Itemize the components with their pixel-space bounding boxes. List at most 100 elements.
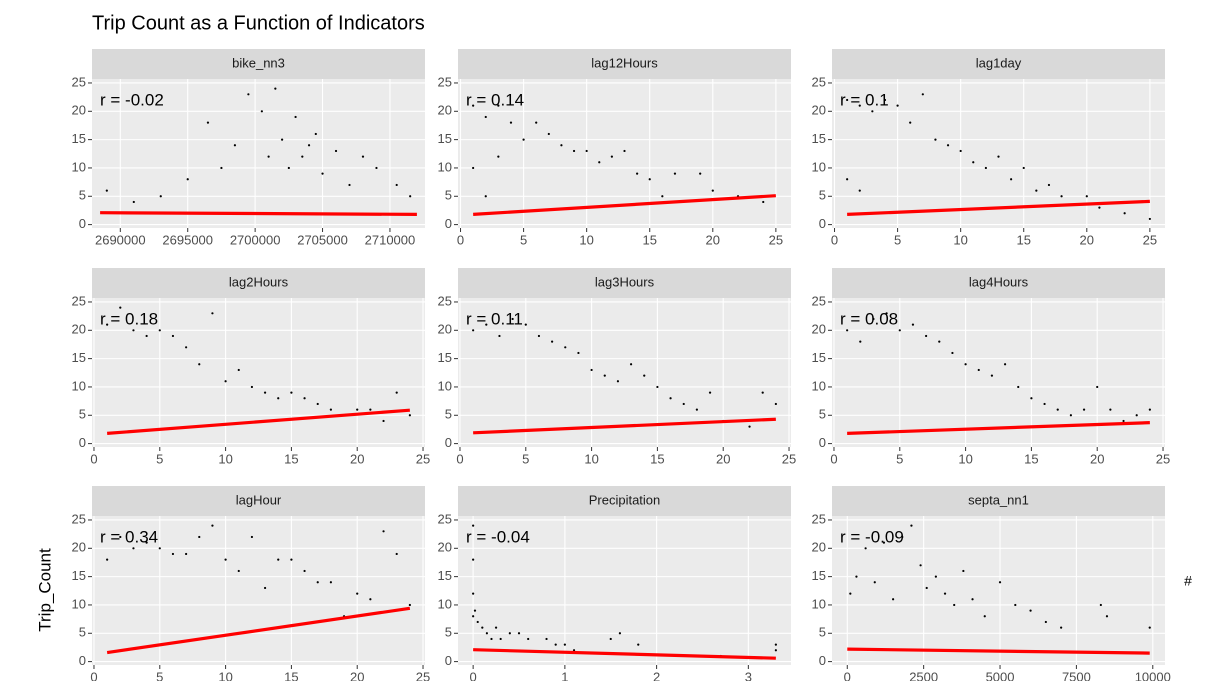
y-tick-label: 10: [812, 159, 826, 174]
point: [106, 558, 109, 561]
strip-label: bike_nn3: [232, 55, 285, 70]
point: [648, 178, 651, 181]
point: [490, 637, 493, 641]
strip-label: Precipitation: [589, 492, 661, 507]
point: [882, 541, 886, 544]
point: [472, 166, 475, 170]
point: [316, 402, 319, 406]
point: [977, 368, 980, 372]
point: [509, 121, 513, 124]
point: [1123, 212, 1126, 215]
point: [395, 552, 398, 556]
point: [855, 575, 858, 578]
x-tick-label: 0: [844, 669, 851, 681]
point: [572, 649, 576, 652]
annotation: r = 0.1: [840, 90, 889, 109]
point: [943, 592, 947, 595]
point: [145, 541, 148, 544]
x-tick-label: 25: [416, 451, 430, 466]
point: [849, 592, 852, 595]
strip: [458, 268, 791, 298]
point: [951, 351, 954, 355]
point: [294, 115, 297, 119]
point: [1098, 206, 1101, 209]
point: [656, 385, 659, 389]
point: [408, 603, 411, 607]
point: [623, 149, 626, 153]
x-tick-label: 2695000: [162, 232, 213, 247]
point: [748, 425, 751, 428]
point: [171, 552, 175, 556]
y-tick-label: 20: [72, 540, 86, 555]
point: [185, 346, 188, 349]
point: [901, 535, 904, 539]
x-tick-label: 15: [650, 451, 664, 466]
point: [938, 340, 941, 343]
point: [1060, 195, 1063, 198]
point: [896, 104, 899, 107]
point: [484, 195, 487, 198]
y-tick-label: 5: [79, 188, 86, 203]
point: [953, 603, 956, 607]
x-tick-label: 20: [350, 451, 364, 466]
point: [934, 138, 937, 141]
point: [1003, 363, 1007, 366]
y-tick-label: 25: [812, 511, 826, 526]
point: [959, 149, 962, 153]
point: [211, 524, 214, 527]
panel: [458, 79, 791, 228]
y-tick-label: 5: [819, 407, 826, 422]
point: [473, 609, 477, 612]
point: [1044, 620, 1047, 624]
x-tick-label: 15: [1016, 232, 1030, 247]
y-tick-label: 15: [72, 568, 86, 583]
point: [761, 391, 764, 394]
point: [1010, 178, 1013, 181]
strip-label: lag2Hours: [229, 274, 289, 289]
x-tick-label: 5: [156, 451, 163, 466]
y-tick-label: 25: [72, 293, 86, 308]
point: [277, 397, 280, 400]
point: [1148, 217, 1151, 221]
y-tick-label: 5: [79, 625, 86, 640]
point: [637, 643, 640, 646]
y-tick-label: 25: [438, 74, 452, 89]
x-tick-label: 2690000: [95, 232, 146, 247]
y-tick-label: 5: [445, 625, 452, 640]
point: [301, 155, 304, 158]
point: [277, 558, 280, 561]
point: [1085, 195, 1088, 198]
point: [220, 166, 223, 170]
x-tick-label: 10: [953, 232, 967, 247]
point: [517, 632, 521, 635]
y-tick-label: 15: [72, 131, 86, 146]
fit-line: [473, 648, 776, 660]
strip: [832, 49, 1165, 79]
point: [547, 132, 550, 136]
point: [198, 535, 201, 539]
y-tick-label: 15: [812, 131, 826, 146]
point: [1056, 408, 1059, 411]
point: [499, 637, 502, 641]
x-tick-label: 25: [1143, 232, 1157, 247]
point: [695, 408, 698, 411]
point: [522, 138, 525, 141]
y-tick-label: 25: [438, 511, 452, 526]
point: [290, 558, 293, 561]
point: [964, 363, 967, 366]
point: [485, 632, 488, 635]
point: [185, 552, 188, 556]
point: [636, 172, 639, 175]
point: [408, 414, 411, 417]
y-tick-label: 25: [438, 293, 452, 308]
point: [171, 334, 175, 338]
y-tick-label: 20: [72, 103, 86, 118]
y-tick-label: 25: [72, 74, 86, 89]
y-tick-label: 15: [438, 131, 452, 146]
y-tick-label: 5: [445, 407, 452, 422]
point: [603, 374, 606, 377]
y-tick-label: 15: [438, 350, 452, 365]
point: [260, 110, 263, 113]
strip-label: septa_nn1: [968, 492, 1029, 507]
